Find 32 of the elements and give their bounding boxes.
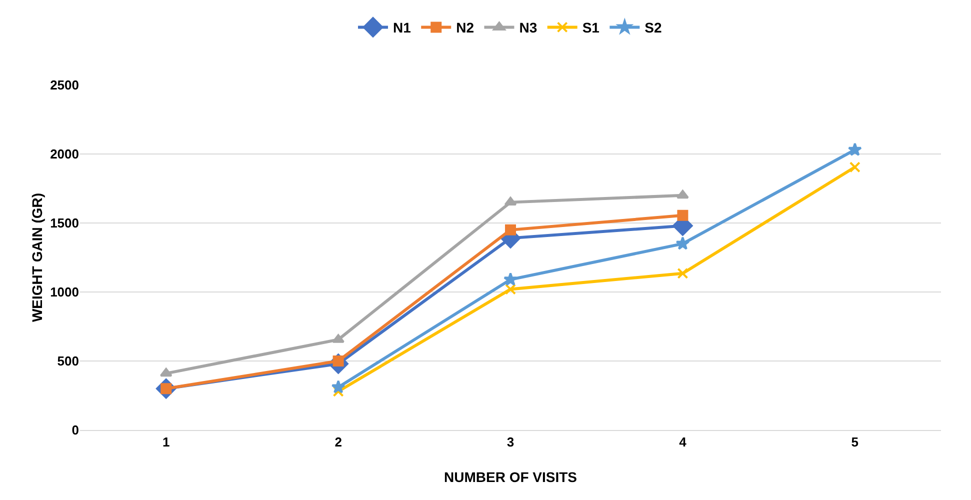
legend-label: N3 bbox=[519, 20, 538, 36]
point bbox=[504, 196, 517, 206]
point bbox=[677, 268, 688, 279]
point bbox=[505, 284, 516, 295]
point bbox=[505, 224, 516, 236]
y-tick-label: 1500 bbox=[50, 216, 79, 231]
x-axis-title: NUMBER OF VISITS bbox=[444, 469, 578, 485]
point bbox=[332, 386, 344, 397]
y-tick-label: 2500 bbox=[50, 78, 79, 93]
y-tick-label: 1000 bbox=[50, 284, 79, 300]
legend-label: N2 bbox=[456, 20, 474, 36]
point bbox=[676, 190, 689, 199]
point bbox=[849, 162, 860, 173]
x-tick-label: 5 bbox=[851, 434, 859, 450]
x-tick-label: 2 bbox=[334, 434, 342, 450]
y-tick-label: 500 bbox=[57, 354, 79, 369]
point bbox=[160, 368, 172, 377]
y-tick-label: 2000 bbox=[50, 146, 79, 162]
point bbox=[332, 334, 344, 343]
legend-label: S1 bbox=[582, 20, 600, 36]
x-tick-label: 1 bbox=[162, 434, 170, 450]
point bbox=[331, 380, 346, 394]
point bbox=[676, 236, 690, 250]
y-axis-title: WEIGHT GAIN (GR) bbox=[29, 192, 45, 322]
point bbox=[848, 142, 862, 156]
point bbox=[504, 272, 518, 286]
y-tick-label: 0 bbox=[72, 422, 79, 438]
x-tick-label: 4 bbox=[679, 434, 688, 450]
x-tick-label: 3 bbox=[506, 434, 514, 450]
legend-label: S2 bbox=[644, 20, 662, 36]
legend-label: N1 bbox=[393, 20, 412, 36]
point bbox=[677, 210, 688, 221]
